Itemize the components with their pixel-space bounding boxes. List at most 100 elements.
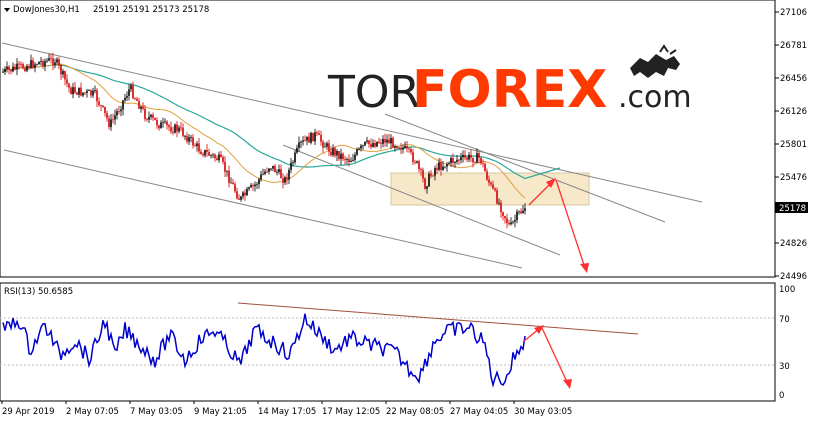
price-axis: 27106 26781 26456 26126 25801 25476 24826 24496	[775, 8, 807, 282]
candle-body	[94, 90, 96, 91]
candle-body	[80, 87, 82, 96]
rsi-tick-70: 70	[779, 315, 790, 325]
candle-body	[146, 119, 148, 120]
candle-body	[428, 173, 430, 187]
candle-body	[328, 143, 330, 152]
candle-body	[420, 168, 422, 171]
trend-line-upper	[1, 42, 703, 203]
candle-body	[300, 141, 302, 143]
candle-body	[346, 159, 348, 160]
candles	[2, 52, 526, 229]
candle-body	[48, 58, 50, 61]
candle-body	[42, 60, 44, 67]
candle-body	[246, 188, 248, 196]
candle-body	[416, 161, 418, 163]
candle-body	[38, 61, 40, 65]
candle-body	[282, 178, 284, 183]
candle-body	[142, 106, 144, 109]
candle-body	[144, 108, 146, 120]
dropdown-triangle-icon[interactable]	[4, 8, 10, 12]
support-zone	[390, 172, 590, 206]
candle-body	[278, 169, 280, 172]
candle-body	[164, 121, 166, 123]
candle-body	[512, 221, 514, 223]
candle-body	[412, 152, 414, 163]
candle-body	[404, 145, 406, 148]
candle-body	[254, 184, 256, 187]
candle-body	[154, 117, 156, 120]
candle-body	[302, 140, 304, 142]
candle-body	[184, 135, 186, 137]
candle-body	[210, 155, 212, 156]
candle-body	[314, 132, 316, 142]
candle-body	[56, 59, 58, 63]
candle-body	[320, 134, 322, 142]
candle-body	[316, 132, 318, 134]
candle-body	[444, 166, 446, 168]
candle-body	[216, 158, 218, 161]
candle-body	[522, 210, 524, 214]
candle-body	[16, 63, 18, 70]
candle-body	[500, 202, 502, 213]
candle-body	[360, 145, 362, 149]
candle-body	[364, 141, 366, 146]
candle-body	[474, 162, 476, 164]
candle-body	[326, 143, 328, 147]
candle-body	[40, 60, 42, 62]
candle-body	[408, 148, 410, 150]
candle-body	[366, 140, 368, 142]
candle-body	[484, 163, 486, 172]
candle-body	[20, 63, 22, 65]
candle-body	[180, 127, 182, 129]
candle-body	[470, 154, 472, 158]
candle-body	[264, 171, 266, 174]
candle-body	[32, 60, 34, 68]
candle-body	[78, 87, 80, 95]
candle-body	[336, 150, 338, 156]
candle-body	[494, 188, 496, 191]
candle-body	[352, 159, 354, 161]
candle-body	[212, 154, 214, 156]
candle-body	[516, 211, 518, 221]
candle-body	[188, 137, 190, 142]
watermark-logo: TOR FOREX .com	[327, 44, 692, 120]
candle-body	[50, 58, 52, 59]
candle-body	[62, 71, 64, 75]
candle-body	[226, 170, 228, 172]
candle-body	[348, 159, 350, 163]
candle-body	[344, 159, 346, 160]
candle-body	[290, 162, 292, 170]
time-tick: 22 May 08:05	[386, 407, 444, 417]
candle-body	[156, 119, 158, 126]
price-tick: 26781	[780, 41, 807, 51]
candle-body	[12, 66, 14, 72]
watermark-com: .com	[618, 80, 692, 115]
candle-body	[126, 96, 128, 98]
candle-body	[274, 165, 276, 173]
candle-body	[214, 154, 216, 159]
candle-body	[140, 106, 142, 109]
rsi-tick-0: 0	[779, 391, 784, 401]
candle-body	[430, 173, 432, 176]
candle-body	[10, 69, 12, 72]
candle-body	[374, 143, 376, 147]
candle-body	[306, 136, 308, 141]
candle-body	[406, 145, 408, 149]
candle-body	[194, 145, 196, 147]
candle-body	[426, 186, 428, 189]
candle-body	[206, 149, 208, 152]
price-tick: 24496	[780, 272, 807, 282]
candle-body	[124, 97, 126, 101]
candle-body	[446, 163, 448, 167]
candle-body	[24, 68, 26, 71]
candle-body	[30, 60, 32, 68]
rsi-tick-100: 100	[779, 285, 795, 295]
candle-body	[510, 222, 512, 225]
candle-body	[492, 184, 494, 189]
candle-body	[296, 147, 298, 153]
candle-body	[26, 65, 28, 71]
candle-body	[468, 154, 470, 160]
candle-body	[2, 71, 4, 73]
price-tick: 24826	[780, 239, 807, 249]
